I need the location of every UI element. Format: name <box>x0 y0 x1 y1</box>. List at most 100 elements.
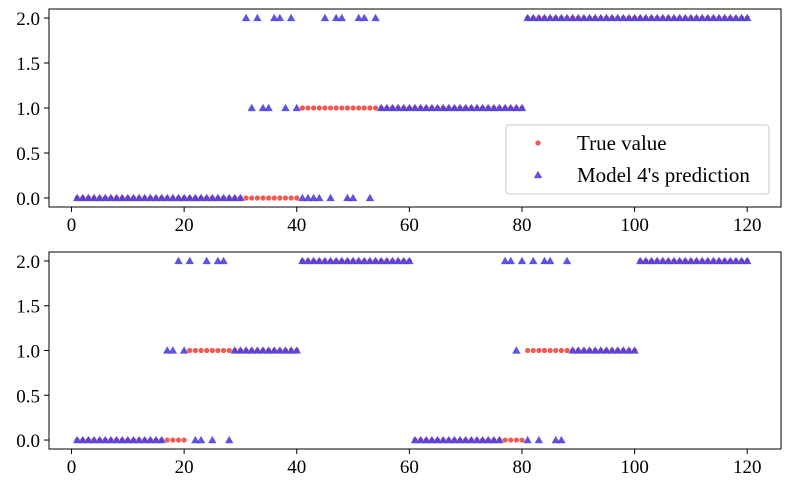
prediction-point <box>371 256 380 265</box>
prediction-point <box>270 13 279 22</box>
true-value-point <box>327 105 334 111</box>
prediction-point <box>241 346 251 354</box>
prediction-point <box>467 435 476 444</box>
prediction-point <box>89 435 99 444</box>
prediction-point <box>191 193 200 202</box>
prediction-point <box>258 346 268 354</box>
x-tick-label: 40 <box>287 457 306 478</box>
prediction-point <box>101 435 110 444</box>
prediction-point <box>422 435 431 444</box>
prediction-point <box>652 256 662 265</box>
prediction-point <box>258 103 268 112</box>
prediction-point <box>89 193 99 202</box>
prediction-point <box>455 435 465 444</box>
legend: True value Model 4's prediction <box>505 124 770 195</box>
prediction-point <box>326 256 335 265</box>
prediction-point <box>275 13 285 22</box>
prediction-point <box>658 13 667 22</box>
prediction-point <box>320 256 330 265</box>
prediction-point <box>590 13 600 22</box>
prediction-point <box>399 256 408 265</box>
prediction-point <box>185 256 194 265</box>
prediction-point <box>78 193 87 202</box>
prediction-point <box>382 103 392 112</box>
prediction-point <box>697 256 707 265</box>
true-value-point <box>266 195 272 201</box>
prediction-point <box>652 13 662 22</box>
true-value-point <box>254 195 260 201</box>
prediction-point <box>331 256 341 265</box>
true-value-point <box>181 437 187 443</box>
prediction-point <box>568 13 577 22</box>
prediction-point <box>523 13 532 22</box>
prediction-point <box>140 193 149 202</box>
prediction-point <box>393 256 403 265</box>
prediction-point <box>669 13 679 22</box>
prediction-point <box>703 256 712 265</box>
prediction-point <box>489 103 499 112</box>
prediction-point <box>517 103 527 112</box>
prediction-point <box>303 256 313 265</box>
prediction-point <box>309 256 318 265</box>
prediction-point <box>495 103 504 112</box>
prediction-point <box>230 346 240 354</box>
prediction-point <box>202 256 211 265</box>
prediction-point <box>123 435 133 444</box>
prediction-point <box>202 193 211 202</box>
prediction-point <box>506 103 515 112</box>
prediction-point <box>726 256 735 265</box>
prediction-point <box>343 193 352 202</box>
prediction-point <box>112 435 121 444</box>
prediction-point <box>315 193 324 202</box>
prediction-point <box>472 103 482 112</box>
y-tick-label: 1.0 <box>16 99 40 120</box>
true-value-point <box>361 105 367 111</box>
prediction-point <box>562 256 572 265</box>
prediction-point <box>472 435 482 444</box>
prediction-point <box>562 13 572 22</box>
prediction-point <box>377 256 386 265</box>
prediction-point <box>433 435 442 444</box>
prediction-point <box>500 256 510 265</box>
prediction-point <box>72 193 82 202</box>
prediction-point <box>731 256 741 265</box>
prediction-point <box>585 13 594 22</box>
prediction-point <box>444 103 453 112</box>
prediction-point <box>382 256 392 265</box>
true-value-point <box>294 195 300 201</box>
prediction-point <box>84 435 93 444</box>
prediction-point <box>106 435 116 444</box>
prediction-point <box>78 435 87 444</box>
true-value-point <box>541 347 548 354</box>
prediction-point <box>590 346 600 354</box>
prediction-point <box>337 256 346 265</box>
prediction-point <box>427 103 437 112</box>
true-value-point <box>525 347 531 354</box>
prediction-point <box>219 256 228 265</box>
prediction-point <box>315 256 324 265</box>
true-value-point <box>192 347 198 354</box>
prediction-point <box>737 256 746 265</box>
prediction-point <box>95 193 104 202</box>
prediction-point <box>292 346 301 354</box>
prediction-point <box>416 435 425 444</box>
prediction-point <box>630 13 639 22</box>
prediction-point <box>478 435 487 444</box>
prediction-point <box>247 103 256 112</box>
prediction-point <box>134 435 144 444</box>
x-tick-label: 120 <box>733 457 762 478</box>
true-value-point <box>243 195 249 201</box>
prediction-point <box>450 103 459 112</box>
prediction-point <box>348 256 358 265</box>
prediction-point <box>303 193 313 202</box>
prediction-point <box>151 435 161 444</box>
prediction-point <box>84 193 93 202</box>
prediction-point <box>647 256 656 265</box>
prediction-point <box>731 13 741 22</box>
prediction-point <box>179 346 189 354</box>
true-value-point <box>299 105 305 111</box>
prediction-point <box>484 103 493 112</box>
prediction-point <box>416 103 425 112</box>
true-value-point <box>288 195 294 201</box>
